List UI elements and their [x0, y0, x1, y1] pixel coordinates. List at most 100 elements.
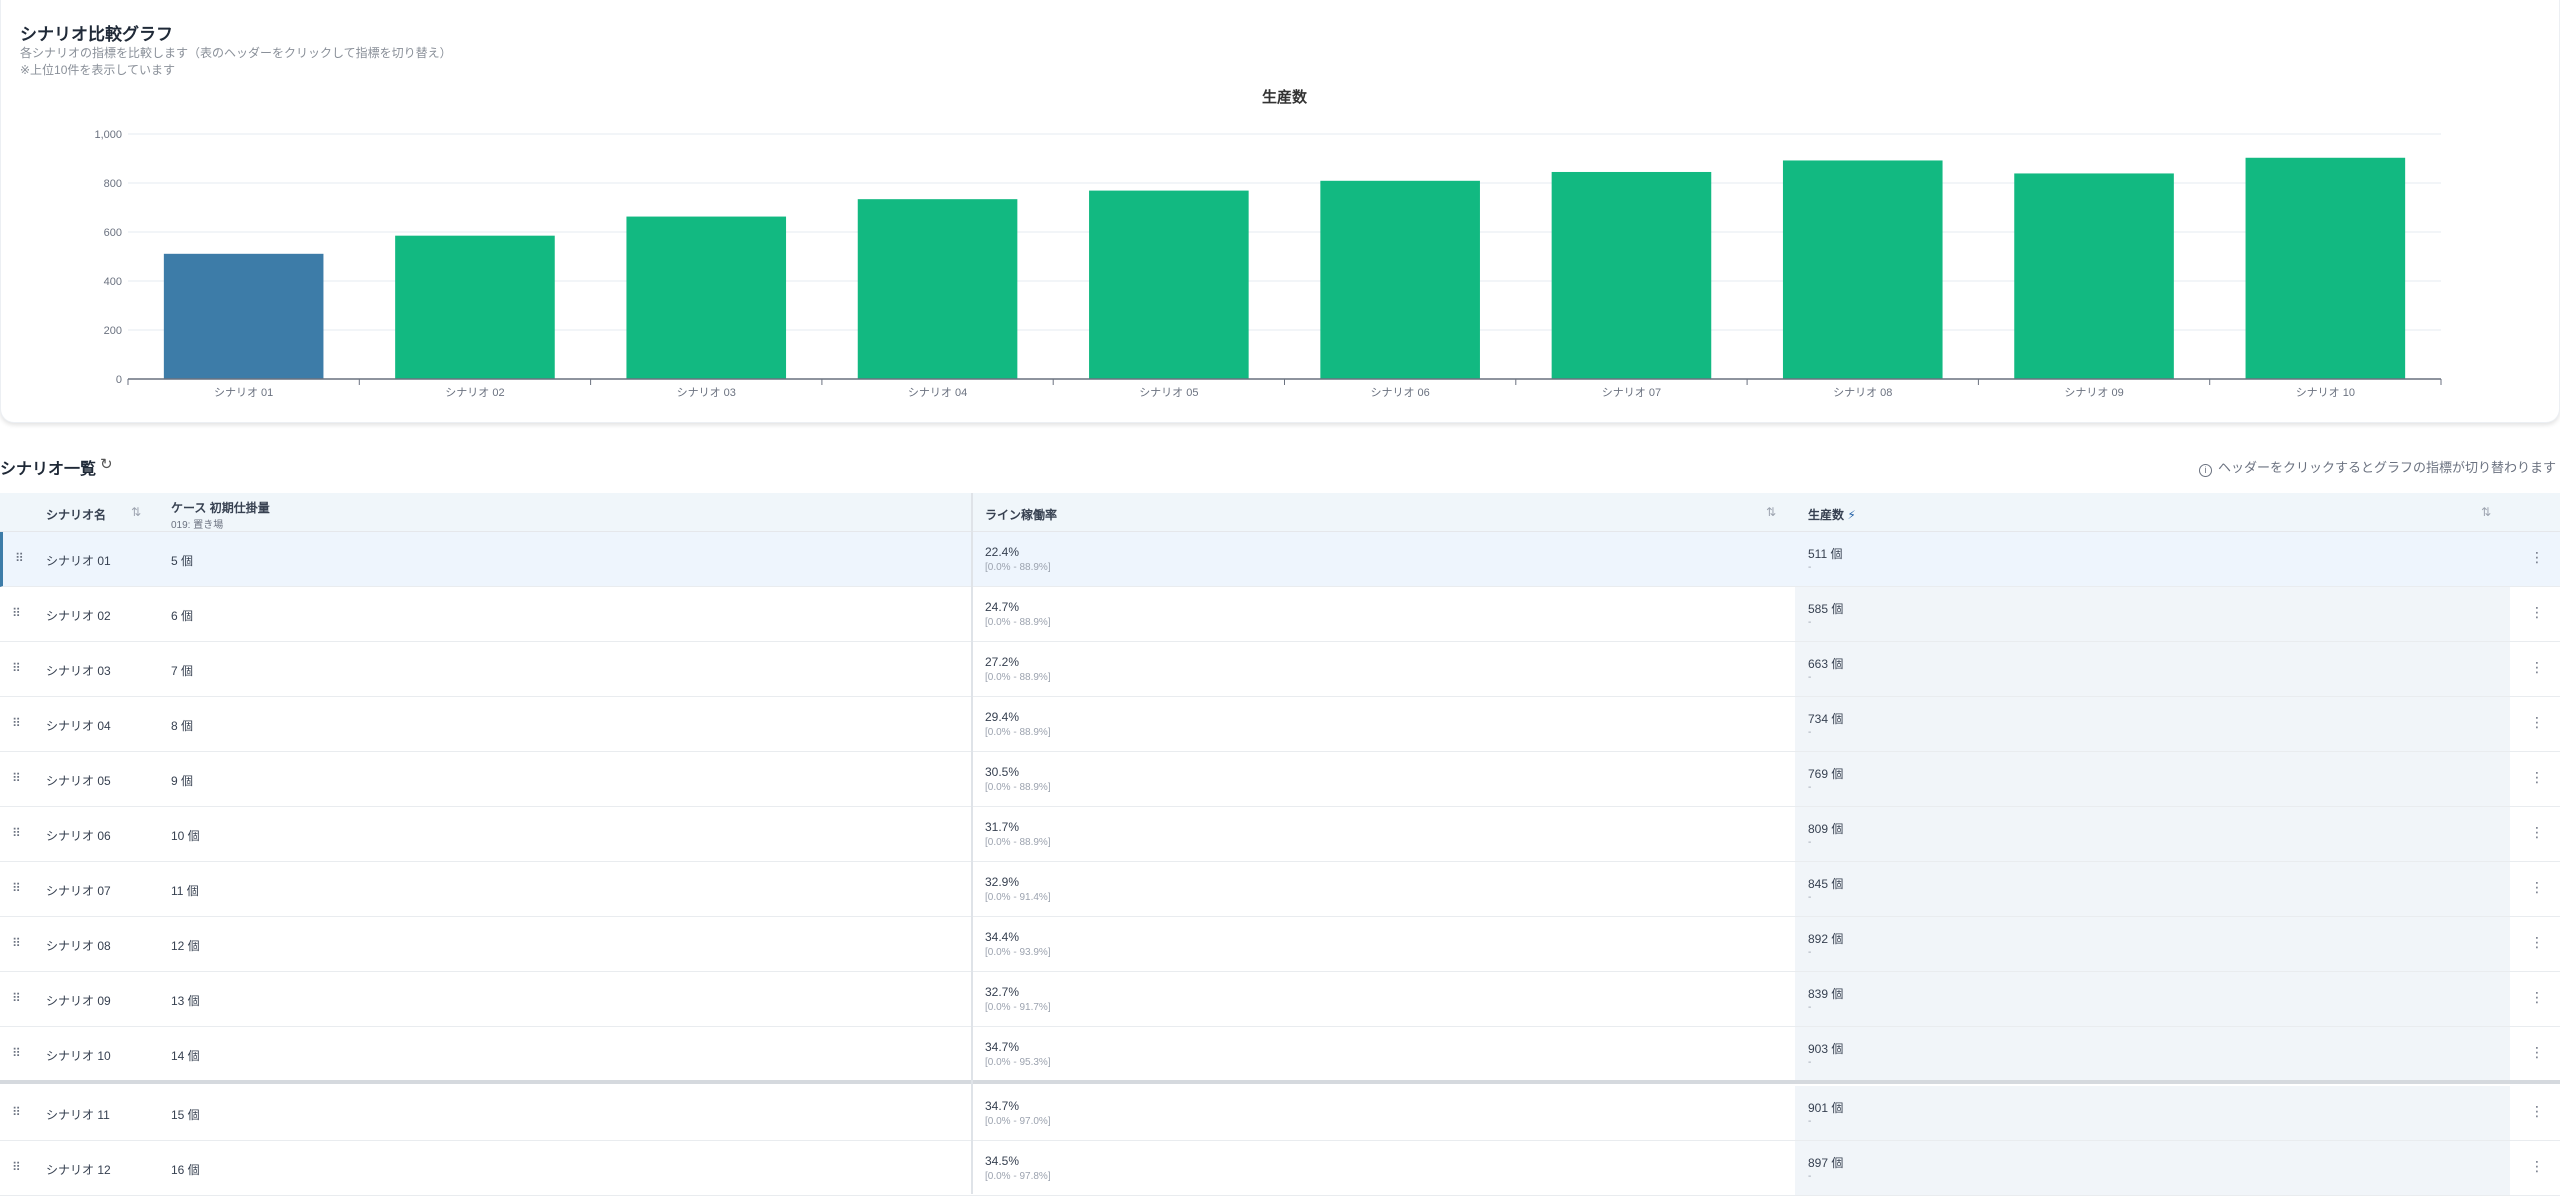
- drag-handle-icon[interactable]: ⠿: [12, 606, 21, 620]
- production-sub: -: [1808, 1171, 1812, 1182]
- scenario-name: シナリオ 02: [46, 609, 111, 623]
- y-tick-label: 1,000: [94, 129, 122, 141]
- column-header-production[interactable]: 生産数 ⚡: [1808, 506, 1856, 523]
- drag-handle-icon[interactable]: ⠿: [12, 661, 21, 675]
- table-row[interactable]: ⠿ シナリオ 07 11 個 32.9% [0.0% - 91.4%] 845 …: [0, 862, 2560, 917]
- line-rate-value: 24.7%: [985, 600, 1020, 614]
- production-cell-bg: [1795, 972, 2510, 1026]
- table-row[interactable]: ⠿ シナリオ 05 9 個 30.5% [0.0% - 88.9%] 769 個…: [0, 752, 2560, 807]
- info-icon: i: [2198, 464, 2212, 477]
- production-cell-bg: [1795, 1141, 2510, 1195]
- scenario-name: シナリオ 03: [46, 664, 111, 678]
- line-rate-range: [0.0% - 88.9%]: [985, 727, 1051, 738]
- bar[interactable]: [395, 235, 555, 379]
- bar[interactable]: [163, 253, 324, 379]
- production-cell-bg: [1795, 587, 2510, 641]
- bar[interactable]: [626, 216, 787, 379]
- more-options-icon[interactable]: ⋮: [2530, 1044, 2544, 1060]
- line-rate-value: 34.7%: [985, 1040, 1020, 1054]
- chart-title: 生産数: [1262, 88, 1308, 106]
- more-options-icon[interactable]: ⋮: [2530, 659, 2544, 675]
- line-rate-value: 34.5%: [985, 1154, 1020, 1168]
- table-row[interactable]: ⠿ シナリオ 02 6 個 24.7% [0.0% - 88.9%] 585 個…: [0, 587, 2560, 642]
- bar[interactable]: [2014, 173, 2174, 379]
- table-row[interactable]: ⠿ シナリオ 10 14 個 34.7% [0.0% - 95.3%] 903 …: [0, 1027, 2560, 1082]
- case-value: 6 個: [171, 609, 194, 623]
- scenario-name: シナリオ 09: [46, 994, 111, 1008]
- sort-icon[interactable]: ⇅: [131, 505, 142, 519]
- column-header-line-rate[interactable]: ライン稼働率: [985, 508, 1058, 522]
- more-options-icon[interactable]: ⋮: [2530, 989, 2544, 1005]
- more-options-icon[interactable]: ⋮: [2530, 879, 2544, 895]
- drag-handle-icon[interactable]: ⠿: [12, 936, 21, 950]
- case-value: 7 個: [171, 664, 194, 678]
- drag-handle-icon[interactable]: ⠿: [12, 1046, 21, 1060]
- y-tick-label: 200: [104, 325, 122, 337]
- scenario-name: シナリオ 10: [46, 1049, 111, 1063]
- refresh-icon[interactable]: ↻: [100, 456, 113, 473]
- drag-handle-icon[interactable]: ⠿: [12, 826, 21, 840]
- line-rate-range: [0.0% - 88.9%]: [985, 782, 1051, 793]
- more-options-icon[interactable]: ⋮: [2530, 604, 2544, 620]
- drag-handle-icon[interactable]: ⠿: [12, 991, 21, 1005]
- more-options-icon[interactable]: ⋮: [2530, 714, 2544, 730]
- line-rate-value: 31.7%: [985, 820, 1020, 834]
- sort-icon[interactable]: ⇅: [1766, 505, 1777, 519]
- table-header: シナリオ名 ⇅ ケース 初期仕掛量 019: 置き場 ライン稼働率 ⇅ 生産数 …: [0, 493, 2560, 532]
- production-cell-bg: [1795, 862, 2510, 916]
- drag-handle-icon[interactable]: ⠿: [12, 716, 21, 730]
- drag-handle-icon[interactable]: ⠿: [15, 551, 24, 565]
- table-row[interactable]: ⠿ シナリオ 01 5 個 22.4% [0.0% - 88.9%] 511 個…: [0, 532, 2560, 587]
- scenario-name: シナリオ 11: [46, 1108, 110, 1122]
- table-row[interactable]: ⠿ シナリオ 12 16 個 34.5% [0.0% - 97.8%] 897 …: [0, 1141, 2560, 1196]
- production-value: 892 個: [1808, 932, 1844, 946]
- production-sub: -: [1808, 947, 1812, 958]
- table-row[interactable]: ⠿ シナリオ 08 12 個 34.4% [0.0% - 93.9%] 892 …: [0, 917, 2560, 972]
- drag-handle-icon[interactable]: ⠿: [12, 1105, 21, 1119]
- bar[interactable]: [1089, 190, 1249, 379]
- line-rate-range: [0.0% - 97.0%]: [985, 1116, 1051, 1127]
- drag-handle-icon[interactable]: ⠿: [12, 881, 21, 895]
- scenario-name: シナリオ 05: [46, 774, 111, 788]
- table-row[interactable]: ⠿ シナリオ 06 10 個 31.7% [0.0% - 88.9%] 809 …: [0, 807, 2560, 862]
- line-rate-range: [0.0% - 88.9%]: [985, 562, 1051, 573]
- scenario-name: シナリオ 01: [46, 554, 111, 568]
- x-tick-label: シナリオ 07: [1602, 386, 1661, 399]
- more-options-icon[interactable]: ⋮: [2530, 769, 2544, 785]
- more-options-icon[interactable]: ⋮: [2530, 549, 2544, 565]
- table-row[interactable]: ⠿ シナリオ 03 7 個 27.2% [0.0% - 88.9%] 663 個…: [0, 642, 2560, 697]
- more-options-icon[interactable]: ⋮: [2530, 824, 2544, 840]
- scenario-list-title: シナリオ一覧: [0, 461, 97, 478]
- line-rate-range: [0.0% - 91.4%]: [985, 892, 1051, 903]
- bar[interactable]: [857, 199, 1018, 379]
- column-header-case[interactable]: ケース 初期仕掛量: [171, 501, 270, 515]
- production-sub: -: [1808, 672, 1812, 683]
- more-options-icon[interactable]: ⋮: [2530, 1158, 2544, 1174]
- table-row[interactable]: ⠿ シナリオ 04 8 個 29.4% [0.0% - 88.9%] 734 個…: [0, 697, 2560, 752]
- drag-handle-icon[interactable]: ⠿: [12, 1160, 21, 1174]
- bar[interactable]: [1320, 180, 1480, 379]
- x-tick-label: シナリオ 04: [908, 386, 967, 399]
- sort-icon[interactable]: ⇅: [2481, 505, 2492, 519]
- line-rate-value: 32.7%: [985, 985, 1020, 999]
- production-cell-bg: [1795, 642, 2510, 696]
- production-value: 839 個: [1808, 987, 1844, 1001]
- production-cell-bg: [1795, 752, 2510, 806]
- production-value: 734 個: [1808, 712, 1844, 726]
- case-value: 10 個: [171, 829, 200, 843]
- column-header-name[interactable]: シナリオ名: [46, 508, 107, 522]
- case-value: 12 個: [171, 939, 200, 953]
- table-row[interactable]: ⠿ シナリオ 11 15 個 34.7% [0.0% - 97.0%] 901 …: [0, 1086, 2560, 1141]
- column-header-case-sub: 019: 置き場: [171, 520, 224, 531]
- production-cell-bg: [1798, 532, 2513, 586]
- more-options-icon[interactable]: ⋮: [2530, 934, 2544, 950]
- more-options-icon[interactable]: ⋮: [2530, 1103, 2544, 1119]
- drag-handle-icon[interactable]: ⠿: [12, 771, 21, 785]
- chart-card-title: シナリオ比較グラフ: [20, 25, 173, 44]
- table-row[interactable]: ⠿ シナリオ 09 13 個 32.7% [0.0% - 91.7%] 839 …: [0, 972, 2560, 1027]
- bar[interactable]: [1782, 160, 1943, 379]
- production-value: 901 個: [1808, 1101, 1844, 1115]
- x-tick-label: シナリオ 09: [2064, 386, 2123, 399]
- bar[interactable]: [2245, 157, 2406, 379]
- bar[interactable]: [1551, 171, 1712, 379]
